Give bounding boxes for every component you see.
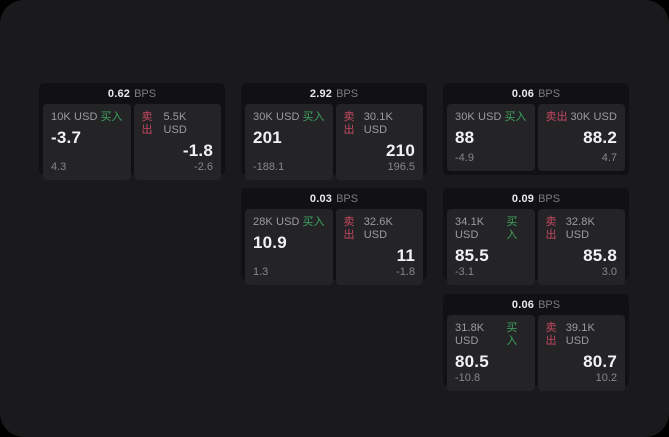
buy-price: -3.7 bbox=[51, 128, 82, 147]
sell-label: 卖出 bbox=[545, 322, 557, 347]
buy-delta: 4.3 bbox=[51, 161, 67, 173]
buy-price: 85.5 bbox=[455, 246, 489, 265]
buy-amount: 34.1K USD bbox=[455, 216, 485, 241]
quote-card-3-sell-panel[interactable]: 卖出 30K USD 88.2 4.7 bbox=[537, 104, 625, 171]
bps-value: 2.92 bbox=[309, 87, 333, 100]
buy-price: 10.9 bbox=[253, 233, 287, 252]
quote-card-1-header: 0.62 BPS bbox=[43, 83, 221, 104]
sell-delta: 196.5 bbox=[387, 161, 415, 173]
sell-amount: 32.6K USD bbox=[363, 216, 393, 241]
quote-card-5-header: 0.09 BPS bbox=[447, 188, 625, 209]
sell-label: 卖出 bbox=[343, 216, 355, 241]
sell-amount: 32.8K USD bbox=[565, 216, 595, 241]
sell-price: 88.2 bbox=[583, 128, 617, 147]
sell-amount: 5.5K USD bbox=[163, 111, 187, 136]
sell-amount: 30.1K USD bbox=[363, 111, 393, 136]
buy-amount: 10K USD bbox=[51, 111, 98, 123]
bps-unit-label: BPS bbox=[538, 298, 561, 311]
sell-delta: -2.6 bbox=[194, 161, 213, 173]
buy-label: 买入 bbox=[302, 111, 325, 123]
buy-delta: -188.1 bbox=[253, 161, 285, 173]
quote-card-4-sell-panel[interactable]: 卖出 32.6K USD 11 -1.8 bbox=[335, 209, 423, 285]
sell-amount: 39.1K USD bbox=[565, 322, 595, 347]
buy-label: 买入 bbox=[100, 111, 123, 123]
sell-label: 卖出 bbox=[545, 216, 557, 241]
quote-card-2-buy-panel[interactable]: 30K USD 买入 201 -188.1 bbox=[245, 104, 333, 180]
quote-card-2-header: 2.92 BPS bbox=[245, 83, 423, 104]
quote-card-1-buy-panel[interactable]: 10K USD 买入 -3.7 4.3 bbox=[43, 104, 131, 180]
sell-label: 卖出 bbox=[141, 111, 153, 136]
buy-delta: -4.9 bbox=[455, 152, 474, 164]
bps-value: 0.62 bbox=[107, 87, 131, 100]
quote-card-1-sell-panel[interactable]: 卖出 5.5K USD -1.8 -2.6 bbox=[133, 104, 221, 180]
sell-delta: 10.2 bbox=[595, 372, 617, 384]
sell-delta: 3.0 bbox=[601, 266, 617, 278]
buy-price: 88 bbox=[455, 128, 475, 147]
quote-card-1: 0.62 BPS 10K USD 买入 -3.7 4.3 卖出 5.5K USD… bbox=[39, 83, 225, 180]
quote-card-3: 0.06 BPS 30K USD 买入 88 -4.9 卖出 30K USD 8… bbox=[443, 83, 629, 175]
bps-unit-label: BPS bbox=[134, 87, 157, 100]
sell-price: 85.8 bbox=[583, 246, 617, 265]
sell-delta: -1.8 bbox=[396, 266, 415, 278]
bps-value: 0.06 bbox=[511, 298, 535, 311]
quote-card-4-buy-panel[interactable]: 28K USD 买入 10.9 1.3 bbox=[245, 209, 333, 285]
quote-card-5: 0.09 BPS 34.1K USD 买入 85.5 -3.1 卖出 32.8K… bbox=[443, 188, 629, 285]
buy-label: 买入 bbox=[506, 322, 518, 347]
quote-card-6-buy-panel[interactable]: 31.8K USD 买入 80.5 -10.8 bbox=[447, 315, 535, 391]
sell-price: 80.7 bbox=[583, 352, 617, 371]
quote-card-4-header: 0.03 BPS bbox=[245, 188, 423, 209]
sell-price: -1.8 bbox=[182, 141, 213, 160]
buy-label: 买入 bbox=[504, 111, 527, 123]
buy-label: 买入 bbox=[506, 216, 518, 241]
buy-price: 80.5 bbox=[455, 352, 489, 371]
quote-card-6: 0.06 BPS 31.8K USD 买入 80.5 -10.8 卖出 39.1… bbox=[443, 294, 629, 391]
sell-price: 210 bbox=[386, 141, 415, 160]
buy-amount: 28K USD bbox=[253, 216, 300, 228]
quote-card-4: 0.03 BPS 28K USD 买入 10.9 1.3 卖出 32.6K US… bbox=[241, 188, 427, 285]
sell-delta: 4.7 bbox=[601, 152, 617, 164]
bps-value: 0.09 bbox=[511, 192, 535, 205]
sell-label: 卖出 bbox=[545, 111, 568, 123]
buy-delta: -10.8 bbox=[455, 372, 481, 384]
quote-card-6-header: 0.06 BPS bbox=[447, 294, 625, 315]
sell-price: 11 bbox=[396, 246, 415, 265]
sell-label: 卖出 bbox=[343, 111, 355, 136]
quote-card-6-sell-panel[interactable]: 卖出 39.1K USD 80.7 10.2 bbox=[537, 315, 625, 391]
quote-card-2: 2.92 BPS 30K USD 买入 201 -188.1 卖出 30.1K … bbox=[241, 83, 427, 180]
buy-delta: -3.1 bbox=[455, 266, 474, 278]
bps-value: 0.06 bbox=[511, 87, 535, 100]
buy-amount: 30K USD bbox=[253, 111, 300, 123]
bps-unit-label: BPS bbox=[538, 192, 561, 205]
buy-amount: 30K USD bbox=[455, 111, 502, 123]
buy-price: 201 bbox=[253, 128, 282, 147]
bps-unit-label: BPS bbox=[538, 87, 561, 100]
quote-card-5-buy-panel[interactable]: 34.1K USD 买入 85.5 -3.1 bbox=[447, 209, 535, 285]
sell-amount: 30K USD bbox=[570, 111, 617, 123]
bps-value: 0.03 bbox=[309, 192, 333, 205]
bps-unit-label: BPS bbox=[336, 87, 359, 100]
buy-delta: 1.3 bbox=[253, 266, 269, 278]
quote-card-5-sell-panel[interactable]: 卖出 32.8K USD 85.8 3.0 bbox=[537, 209, 625, 285]
bps-unit-label: BPS bbox=[336, 192, 359, 205]
quote-card-3-header: 0.06 BPS bbox=[447, 83, 625, 104]
quote-card-3-buy-panel[interactable]: 30K USD 买入 88 -4.9 bbox=[447, 104, 535, 171]
quote-card-2-sell-panel[interactable]: 卖出 30.1K USD 210 196.5 bbox=[335, 104, 423, 180]
buy-label: 买入 bbox=[302, 216, 325, 228]
buy-amount: 31.8K USD bbox=[455, 322, 485, 347]
